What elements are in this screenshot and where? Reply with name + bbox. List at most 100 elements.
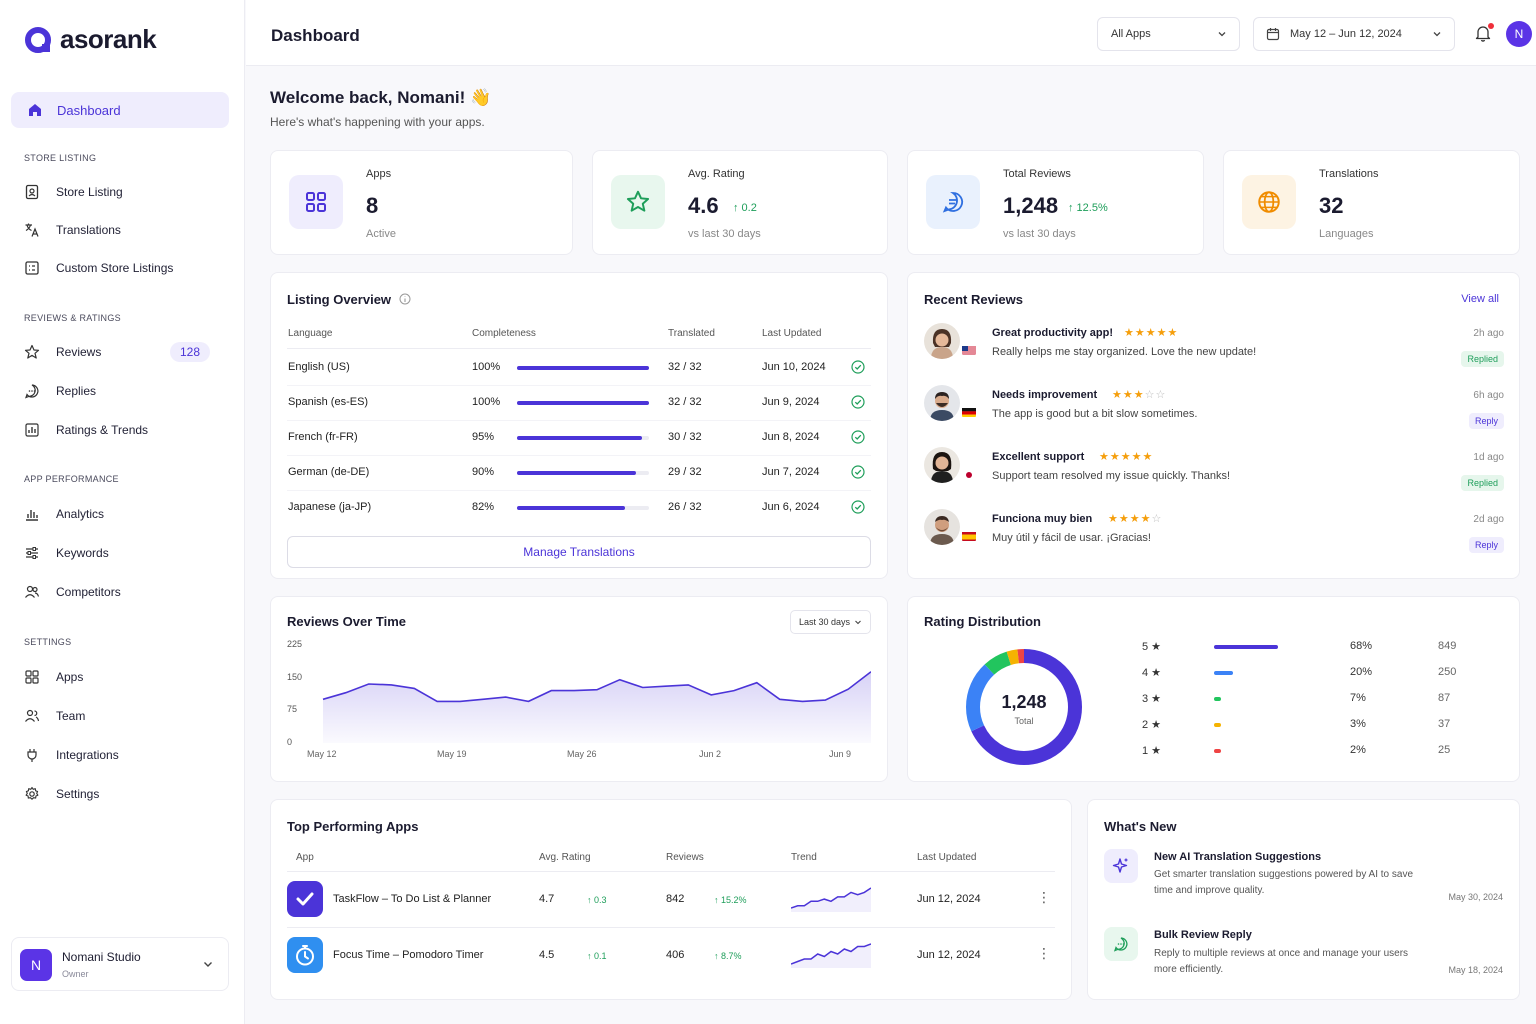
chat-bubble-icon (1104, 927, 1138, 961)
rating-donut-chart (966, 649, 1082, 765)
stat-value: 32 (1319, 193, 1344, 218)
info-icon[interactable] (399, 293, 411, 305)
users-icon (25, 585, 40, 598)
app-reviews: 406 (666, 949, 685, 961)
trend-sparkline (791, 943, 871, 968)
app-name[interactable]: TaskFlow – To Do List & Planner (333, 893, 492, 905)
org-switcher[interactable]: N Nomani Studio Owner (11, 937, 229, 991)
more-options-icon[interactable]: ⋮ (1037, 945, 1051, 961)
user-avatar[interactable]: N (1506, 21, 1532, 47)
stat-card-total-reviews[interactable]: Total Reviews 1,248 ↑ 12.5% vs last 30 d… (907, 150, 1204, 255)
translated-count: 32 / 32 (668, 396, 702, 408)
org-name: Nomani Studio (62, 950, 141, 964)
logo[interactable]: asorank (24, 24, 157, 55)
globe-icon (1242, 175, 1296, 229)
sidebar-item-team[interactable]: Team (24, 704, 224, 728)
app-rating: 4.7 (539, 893, 555, 905)
completeness-bar (517, 471, 649, 475)
app-name[interactable]: Focus Time – Pomodoro Timer (333, 949, 484, 961)
sidebar-item-analytics[interactable]: Analytics (24, 502, 224, 526)
reply-button[interactable]: Reply (1468, 413, 1504, 429)
star-filled-icon: ★ (1120, 451, 1132, 463)
rating-label: 3 ★ (1142, 693, 1162, 705)
reviews-over-time-card: Reviews Over Time Last 30 days 225 150 75 0… (270, 596, 888, 782)
news-title[interactable]: New AI Translation Suggestions (1154, 851, 1322, 863)
view-all-link[interactable]: View all (1461, 293, 1499, 305)
language-name: Japanese (ja-JP) (288, 501, 372, 513)
sidebar-item-reviews[interactable]: Reviews 128 (24, 340, 220, 364)
completeness-bar (517, 506, 649, 510)
series-line (322, 671, 871, 703)
sidebar-item-settings[interactable]: Settings (24, 782, 224, 806)
reviewer-avatar (924, 509, 960, 545)
reviews-area-chart (322, 671, 871, 743)
bell-icon[interactable] (1474, 24, 1492, 42)
column-header: Reviews (666, 852, 704, 863)
star-filled-icon: ★ (1118, 513, 1130, 525)
sidebar-item-label: Custom Store Listings (56, 261, 174, 275)
review-time: 2d ago (1473, 514, 1504, 525)
review-text: Support team resolved my issue quickly. … (992, 470, 1231, 482)
review-item[interactable]: Needs improvement ★★★☆☆ The app is good … (924, 385, 1504, 439)
review-title: Needs improvement (992, 389, 1098, 401)
review-item[interactable]: Excellent support ★★★★★ Support team res… (924, 447, 1504, 501)
star-filled-icon: ★ (1167, 327, 1179, 339)
completeness-bar (517, 436, 649, 440)
sidebar-item-integrations[interactable]: Integrations (24, 743, 224, 767)
range-select[interactable]: Last 30 days (789, 610, 871, 634)
review-item[interactable]: Great productivity app! ★★★★★ Really hel… (924, 323, 1504, 377)
rating-row[interactable]: 3 ★ 7% 87 (1142, 692, 1472, 708)
list-box-icon (25, 261, 39, 275)
section-app-performance: APP PERFORMANCE (24, 474, 119, 484)
rating-row[interactable]: 5 ★ 68% 849 (1142, 640, 1472, 656)
sidebar-item-apps[interactable]: Apps (24, 665, 224, 689)
sparkline-area (791, 888, 871, 912)
rating-row[interactable]: 4 ★ 20% 250 (1142, 666, 1472, 682)
completeness-pct: 100% (472, 396, 501, 408)
news-text: Get smarter translation suggestions powe… (1154, 869, 1414, 896)
column-header: Completeness (472, 328, 536, 339)
stat-card-avg-rating[interactable]: Avg. Rating 4.6 ↑ 0.2 vs last 30 days (592, 150, 888, 255)
sidebar-item-label: Translations (56, 223, 121, 237)
stat-card-apps[interactable]: Apps 8 Active (270, 150, 573, 255)
sidebar-item-store-listing[interactable]: Store Listing (24, 180, 224, 204)
chat-bubble-icon (926, 175, 980, 229)
completeness-bar-fill (517, 366, 649, 370)
calendar-icon (1266, 28, 1280, 41)
sidebar-item-replies[interactable]: Replies (24, 379, 224, 403)
stat-delta: ↑ 12.5% (1068, 202, 1108, 214)
rating-delta: ↑ 0.1 (587, 951, 607, 961)
rating-count: 87 (1438, 692, 1451, 704)
welcome-subtitle: Here's what's happening with your apps. (270, 115, 485, 129)
stat-value: 1,248 (1003, 193, 1059, 218)
app-filter-select[interactable]: All Apps (1097, 17, 1240, 51)
more-options-icon[interactable]: ⋮ (1037, 889, 1051, 905)
rating-row[interactable]: 1 ★ 2% 25 (1142, 744, 1472, 760)
news-title[interactable]: Bulk Review Reply (1154, 929, 1252, 941)
sidebar-item-custom-store-listings[interactable]: Custom Store Listings (24, 256, 224, 280)
sidebar-item-competitors[interactable]: Competitors (24, 580, 224, 604)
manage-translations-button[interactable]: Manage Translations (287, 536, 871, 568)
completeness-pct: 100% (472, 361, 501, 373)
star-filled-icon: ★ (1129, 513, 1141, 525)
star-filled-icon: ★ (1108, 513, 1119, 525)
sidebar-item-ratings-trends[interactable]: Ratings & Trends (24, 418, 224, 442)
reply-button[interactable]: Reply (1468, 537, 1504, 553)
date-range-select[interactable]: May 12 – Jun 12, 2024 (1253, 17, 1455, 51)
rating-count: 25 (1438, 744, 1451, 756)
rating-row[interactable]: 2 ★ 3% 37 (1142, 718, 1472, 734)
sidebar-item-keywords[interactable]: Keywords (24, 541, 224, 565)
translated-count: 32 / 32 (668, 361, 702, 373)
gear-icon (25, 786, 39, 800)
stat-card-translations[interactable]: Translations 32 Languages (1223, 150, 1520, 255)
sidebar-item-label: Store Listing (56, 185, 123, 199)
divider (287, 455, 871, 456)
app-last-updated: Jun 12, 2024 (917, 949, 981, 961)
sidebar-item-translations[interactable]: Translations (24, 218, 224, 242)
language-name: English (US) (288, 361, 350, 373)
sidebar-item-label: Ratings & Trends (56, 423, 149, 437)
sidebar-item-dashboard[interactable]: Dashboard (11, 92, 229, 128)
donut-slice (966, 649, 1082, 765)
top-apps-card: Top Performing Apps App Avg. Rating Revi… (270, 799, 1072, 1000)
review-item[interactable]: Funciona muy bien ★★★★☆ Muy útil y fácil… (924, 509, 1504, 563)
